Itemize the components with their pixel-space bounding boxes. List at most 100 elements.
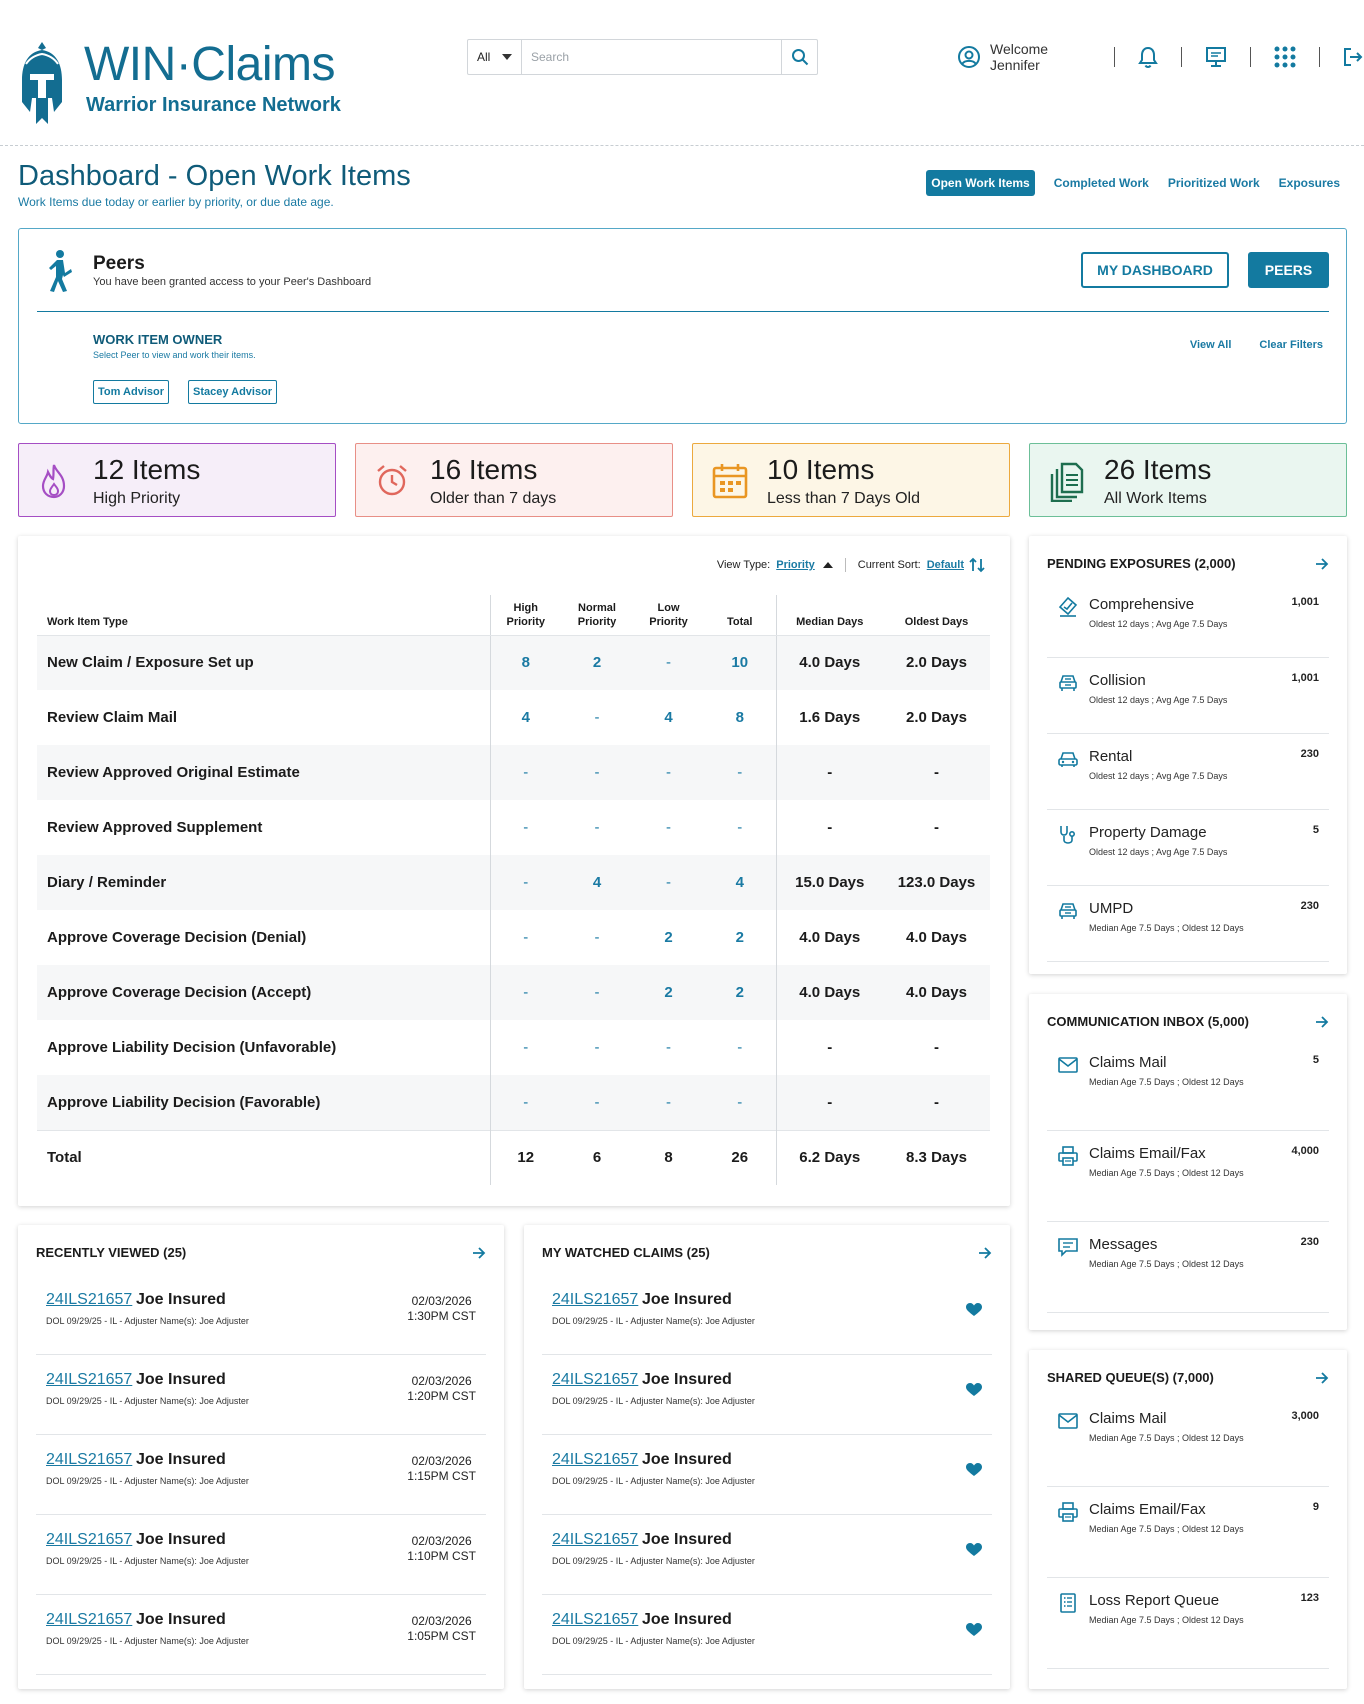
summary-card-older-than-7-days[interactable]: 16 Items Older than 7 days <box>355 443 673 517</box>
peers-button[interactable]: PEERS <box>1248 252 1329 288</box>
tab-completed-work[interactable]: Completed Work <box>1053 176 1149 190</box>
view-type-select[interactable]: Priority <box>776 559 815 571</box>
tab-open-work-items[interactable]: Open Work Items <box>926 170 1035 196</box>
tab-prioritized-work[interactable]: Prioritized Work <box>1167 176 1260 190</box>
total-cell[interactable]: 10 <box>704 635 776 690</box>
claim-number-link[interactable]: 24ILS21657 <box>46 1371 133 1388</box>
car-crash-icon <box>1057 672 1079 699</box>
table-row[interactable]: Review Approved Supplement - - - - - - <box>37 800 990 855</box>
view-all-link[interactable]: View All <box>1189 339 1232 351</box>
oldest-cell: 4.0 Days <box>906 929 967 946</box>
shared-queues-panel: SHARED QUEUE(S) (7,000) Claims Mail Media… <box>1029 1350 1347 1689</box>
heart-icon[interactable] <box>966 1383 982 1402</box>
list-item[interactable]: Property Damage Oldest 12 days ; Avg Age … <box>1047 810 1329 886</box>
current-sort-select[interactable]: Default <box>926 559 964 571</box>
printer-icon <box>1057 1501 1079 1528</box>
table-row[interactable]: Review Approved Original Estimate - - - - - - <box>37 745 990 800</box>
list-item[interactable]: Comprehensive Oldest 12 days ; Avg Age 7.… <box>1047 582 1329 658</box>
high-cell[interactable]: 8 <box>489 635 561 690</box>
col-header-oldest[interactable]: Oldest Days <box>883 595 990 636</box>
arrow-right-icon[interactable] <box>1315 1015 1329 1028</box>
col-header-median[interactable]: Median Days <box>775 595 883 636</box>
list-item[interactable]: Rental Oldest 12 days ; Avg Age 7.5 Days 2… <box>1047 734 1329 810</box>
shared-queues-list: Claims Mail Median Age 7.5 Days ; Oldest … <box>1047 1396 1329 1669</box>
list-item[interactable]: Collision Oldest 12 days ; Avg Age 7.5 Da… <box>1047 658 1329 734</box>
table-row[interactable]: Approve Liability Decision (Favorable) - -… <box>37 1075 990 1130</box>
low-cell[interactable]: 4 <box>664 709 673 726</box>
arrow-right-icon[interactable] <box>1315 557 1329 570</box>
my-dashboard-button[interactable]: MY DASHBOARD <box>1081 252 1229 288</box>
low-cell[interactable]: 2 <box>633 965 704 1020</box>
peer-chip-tom-advisor[interactable]: Tom Advisor <box>93 380 170 404</box>
summary-card-all-work-items[interactable]: 26 Items All Work Items <box>1029 443 1347 517</box>
total-median-cell: 6.2 Days <box>775 1129 883 1185</box>
table-row[interactable]: Approve Coverage Decision (Denial) - - 2 2 4.… <box>37 910 990 965</box>
heart-icon[interactable] <box>966 1623 982 1642</box>
col-header-normal[interactable]: Normal Priority <box>561 595 633 636</box>
monitor-network-icon[interactable] <box>1204 45 1228 69</box>
arrow-right-icon[interactable] <box>978 1246 992 1259</box>
heart-icon[interactable] <box>966 1463 982 1482</box>
claim-number-link[interactable]: 24ILS21657 <box>46 1451 133 1468</box>
oldest-cell: - <box>883 1075 990 1130</box>
table-row[interactable]: New Claim / Exposure Set up 8 2-10 4.0 Days… <box>37 635 990 690</box>
normal-cell[interactable]: 2 <box>561 635 633 690</box>
header-divider <box>1114 47 1116 67</box>
item-name: Claims Email/Fax <box>1089 1501 1206 1518</box>
claim-number-link[interactable]: 24ILS21657 <box>552 1531 639 1548</box>
user-profile-icon[interactable] <box>957 45 981 69</box>
total-cell[interactable]: 4 <box>704 855 776 910</box>
sort-arrows-icon[interactable] <box>968 556 986 574</box>
claim-number-link[interactable]: 24ILS21657 <box>46 1291 133 1308</box>
col-header-type[interactable]: Work Item Type <box>37 595 490 636</box>
search-button[interactable] <box>781 40 817 74</box>
claim-number-link[interactable]: 24ILS21657 <box>552 1371 639 1388</box>
viewed-time: 1:10PM CST <box>407 1549 476 1563</box>
list-item[interactable]: Messages Median Age 7.5 Days ; Oldest 12 … <box>1047 1222 1329 1313</box>
col-header-high[interactable]: High Priority <box>489 595 561 636</box>
bell-icon[interactable] <box>1137 45 1159 69</box>
arrow-right-icon[interactable] <box>1315 1371 1329 1384</box>
col-header-total[interactable]: Total <box>704 595 776 636</box>
apps-grid-icon[interactable] <box>1273 45 1297 69</box>
heart-icon[interactable] <box>966 1543 982 1562</box>
col-header-low[interactable]: Low Priority <box>633 595 704 636</box>
claim-number-link[interactable]: 24ILS21657 <box>552 1451 639 1468</box>
list-item[interactable]: Claims Mail Median Age 7.5 Days ; Oldest … <box>1047 1040 1329 1131</box>
high-cell[interactable]: 4 <box>489 690 561 745</box>
low-cell[interactable]: 2 <box>664 929 673 946</box>
normal-cell: - <box>594 1039 600 1056</box>
item-count: 1,001 <box>1291 672 1319 684</box>
brand-logo[interactable]: WIN·Claims Warrior Insurance Network <box>18 40 341 126</box>
claim-number-link[interactable]: 24ILS21657 <box>552 1611 639 1628</box>
summary-card-high-priority[interactable]: 12 Items High Priority <box>18 443 336 517</box>
arrow-right-icon[interactable] <box>472 1246 486 1259</box>
list-item[interactable]: UMPD Median Age 7.5 Days ; Oldest 12 Days… <box>1047 886 1329 962</box>
list-item[interactable]: Claims Mail Median Age 7.5 Days ; Oldest … <box>1047 1396 1329 1487</box>
total-cell[interactable]: 2 <box>704 965 776 1020</box>
search-scope-select[interactable]: All <box>468 40 522 74</box>
heart-icon[interactable] <box>966 1303 982 1322</box>
tab-exposures[interactable]: Exposures <box>1278 176 1340 190</box>
normal-cell[interactable]: 4 <box>561 855 633 910</box>
list-item[interactable]: Claims Email/Fax Median Age 7.5 Days ; Ol… <box>1047 1487 1329 1578</box>
table-row[interactable]: Approve Coverage Decision (Accept) - -2 2 4.… <box>37 965 990 1020</box>
claim-details: DOL 09/29/25 - IL - Adjuster Name(s): Jo… <box>46 1636 249 1646</box>
table-row[interactable]: Diary / Reminder -4-4 15.0 Days 123.0 Days <box>37 855 990 910</box>
total-cell[interactable]: 8 <box>735 709 744 726</box>
peer-chip-stacey-advisor[interactable]: Stacey Advisor <box>188 380 278 404</box>
claim-number-link[interactable]: 24ILS21657 <box>46 1611 133 1628</box>
logout-icon[interactable] <box>1342 45 1364 69</box>
list-item[interactable]: Loss Report Queue Median Age 7.5 Days ; O… <box>1047 1578 1329 1669</box>
table-row[interactable]: Review Claim Mail 4 - 4 8 1.6 Days 2.0 Days <box>37 690 990 745</box>
claim-number-link[interactable]: 24ILS21657 <box>46 1531 133 1548</box>
total-cell[interactable]: 2 <box>735 929 744 946</box>
search-input[interactable] <box>522 40 781 74</box>
claim-number-link[interactable]: 24ILS21657 <box>552 1291 639 1308</box>
clear-filters-link[interactable]: Clear Filters <box>1259 339 1323 351</box>
table-row[interactable]: Approve Liability Decision (Unfavorable)… <box>37 1020 990 1075</box>
caret-up-icon[interactable] <box>822 562 833 568</box>
oldest-cell: - <box>883 745 990 800</box>
summary-card-less-than-7-days[interactable]: 10 Items Less than 7 Days Old <box>692 443 1010 517</box>
list-item[interactable]: Claims Email/Fax Median Age 7.5 Days ; Ol… <box>1047 1131 1329 1222</box>
